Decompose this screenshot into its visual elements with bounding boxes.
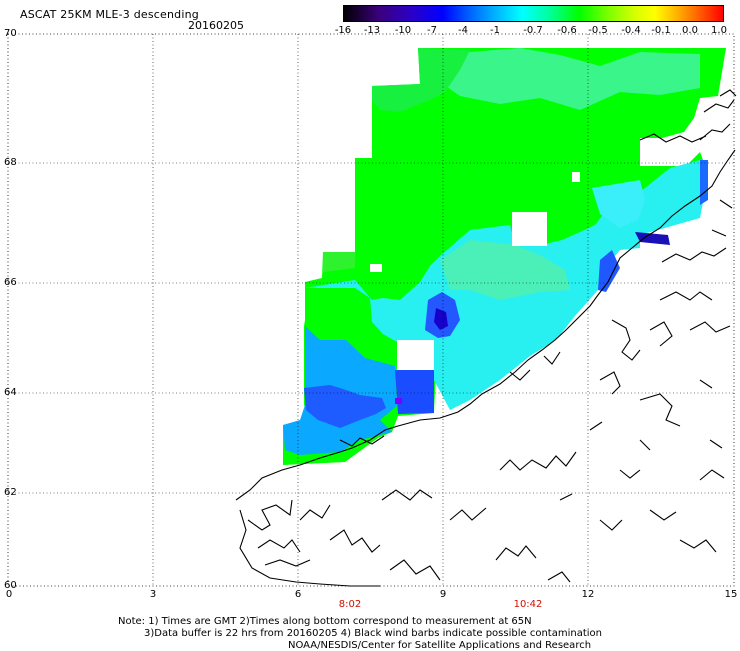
color-scale-bar — [343, 5, 724, 22]
scale-label: -0.1 — [651, 25, 671, 36]
scale-label: -13 — [363, 25, 381, 36]
scale-label: -10 — [394, 25, 412, 36]
scale-label: 1.0 — [711, 25, 727, 36]
note-line-1: Note: 1) Times are GMT 2)Times along bot… — [118, 616, 532, 627]
product-date: 20160205 — [188, 19, 244, 32]
lat-label: 62 — [4, 487, 17, 498]
map-frame — [7, 33, 735, 587]
lat-label: 70 — [4, 28, 17, 39]
lon-label: 3 — [149, 589, 157, 600]
lat-label: 68 — [4, 157, 17, 168]
note-line-3: NOAA/NESDIS/Center for Satellite Applica… — [288, 640, 592, 651]
lat-lon-grid — [8, 34, 734, 586]
lon-label: 15 — [724, 589, 738, 600]
scale-label: -4 — [458, 25, 468, 36]
product-title: ASCAT 25KM MLE-3 descending — [20, 8, 199, 21]
lon-label: 6 — [294, 589, 302, 600]
scale-label: -1 — [490, 25, 500, 36]
lon-label: 9 — [439, 589, 447, 600]
note-line-2: 3)Data buffer is 22 hrs from 20160205 4)… — [144, 628, 602, 639]
scale-label: -0.4 — [621, 25, 641, 36]
lat-label: 60 — [4, 580, 17, 591]
scale-label: -0.5 — [588, 25, 608, 36]
coastline — [235, 89, 737, 587]
scale-label: 0.0 — [682, 25, 698, 36]
scale-label: -0.6 — [557, 25, 577, 36]
scale-label: -16 — [334, 25, 352, 36]
pass-time-label: 10:42 — [513, 599, 543, 610]
lat-label: 66 — [4, 277, 17, 288]
wind-data-field — [283, 48, 726, 465]
scale-label: -0.7 — [523, 25, 543, 36]
data-gaps — [370, 138, 662, 370]
pass-time-label: 8:02 — [338, 599, 362, 610]
scale-label: -7 — [427, 25, 437, 36]
lon-label: 12 — [581, 589, 595, 600]
lat-label: 64 — [4, 387, 17, 398]
lon-label: 0 — [5, 589, 13, 600]
